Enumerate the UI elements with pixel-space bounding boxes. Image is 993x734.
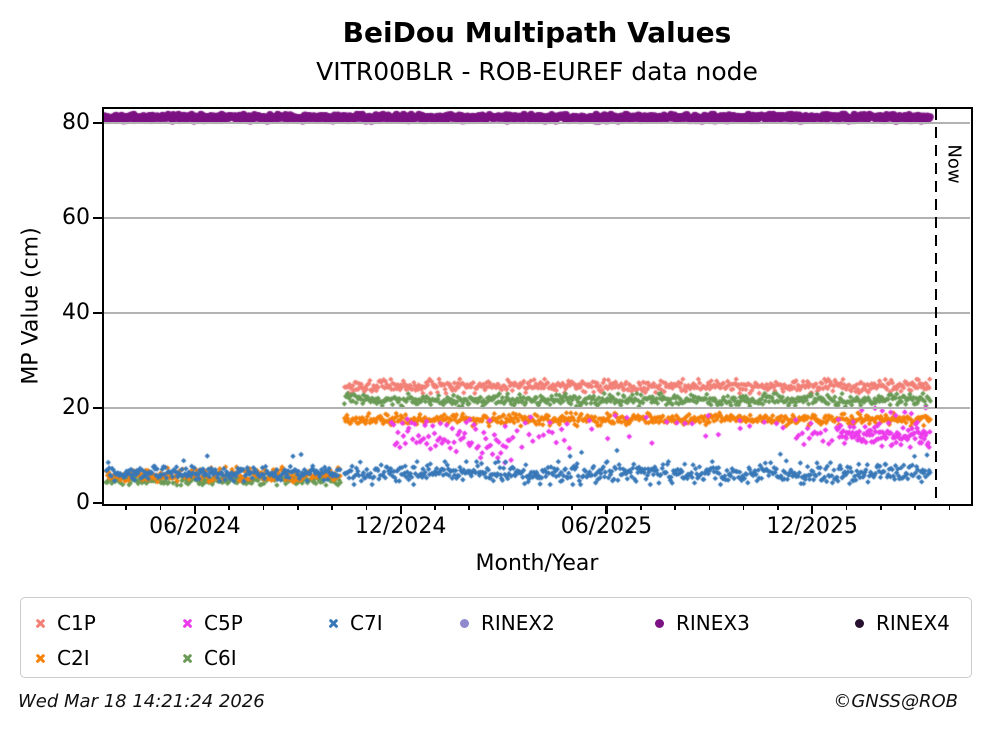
y-tick-label-60: 60 [62, 205, 90, 231]
legend-item-c5p: C5P [181, 609, 327, 637]
rinex4-dot-marker-icon [853, 617, 866, 630]
legend-item-rinex3: RINEX3 [653, 609, 853, 637]
legend-item-c7i: C7I [327, 609, 458, 637]
c6i-x-marker-icon [181, 652, 194, 665]
footer-timestamp: Wed Mar 18 14:21:24 2026 [18, 691, 265, 712]
gridline-y-20 [104, 407, 970, 410]
x-tick-label-12/2025: 12/2025 [766, 514, 858, 539]
legend-item-label: C5P [204, 611, 243, 635]
c1p-x-marker-icon [34, 617, 47, 630]
legend-item-label: RINEX4 [876, 611, 950, 635]
legend-item-rinex4: RINEX4 [853, 609, 971, 637]
gridline-y-60 [104, 217, 970, 220]
y-tick-label-0: 0 [76, 490, 90, 515]
x-minor-tick [434, 505, 436, 510]
x-minor-tick [948, 505, 951, 510]
x-minor-tick [331, 505, 333, 510]
x-minor-tick [777, 505, 779, 510]
legend-item-label: RINEX3 [676, 611, 750, 635]
x-tick-label-12/2024: 12/2024 [354, 514, 447, 539]
legend-item-label: C7I [350, 611, 383, 635]
y-tick-80 [92, 122, 102, 125]
x-tick-label-06/2025: 06/2025 [560, 514, 653, 539]
x-major-tick-12/2025 [811, 505, 814, 514]
legend-item-label: C2I [57, 646, 90, 670]
y-tick-label-80: 80 [62, 110, 90, 136]
legend-item-c1p: C1P [34, 609, 181, 637]
x-minor-tick [880, 505, 882, 510]
legend-item-label: RINEX2 [481, 611, 555, 635]
x-minor-tick [125, 505, 128, 510]
x-minor-tick [571, 505, 573, 510]
legend-item-rinex2: RINEX2 [458, 609, 653, 637]
legend-item-label: C6I [204, 646, 237, 670]
rinex2-dot-marker-icon [458, 617, 471, 630]
c5p-x-marker-icon [181, 617, 194, 630]
x-minor-tick [742, 505, 745, 510]
y-tick-label-40: 40 [62, 300, 90, 326]
x-major-tick-06/2025 [605, 505, 608, 514]
page-title: BeiDou Multipath Values [342, 16, 732, 49]
scatter-points-canvas [104, 109, 970, 503]
gridline-y-40 [104, 312, 970, 315]
x-minor-tick [639, 505, 642, 510]
x-minor-tick [228, 505, 230, 510]
y-tick-40 [92, 312, 102, 315]
x-minor-tick [708, 505, 711, 510]
x-minor-tick [296, 505, 299, 510]
now-label: Now [943, 144, 965, 184]
x-minor-tick [502, 505, 505, 510]
y-tick-20 [92, 406, 102, 410]
x-major-tick-06/2024 [193, 505, 196, 514]
page-subtitle: VITR00BLR - ROB-EUREF data node [316, 57, 758, 86]
x-minor-tick [262, 505, 265, 510]
legend-item-label: C1P [57, 611, 96, 635]
x-axis-label: Month/Year [475, 551, 599, 576]
x-minor-tick [674, 505, 676, 510]
legend: C1P C5P C7I RINEX2 RINEX3 RINEX4 C2I C6I [20, 597, 972, 678]
y-tick-0 [92, 501, 102, 505]
legend-item-c6i: C6I [181, 644, 327, 672]
x-minor-tick [845, 505, 848, 510]
x-major-tick-12/2024 [399, 505, 402, 514]
x-minor-tick [159, 505, 162, 510]
gridline-y-80 [104, 122, 970, 125]
y-tick-label-20: 20 [62, 395, 90, 421]
rinex3-dot-marker-icon [653, 617, 666, 630]
now-line [934, 109, 937, 503]
x-minor-tick [365, 505, 368, 510]
x-minor-tick [468, 505, 471, 510]
c7i-x-marker-icon [327, 617, 340, 630]
legend-item-c2i: C2I [34, 644, 181, 672]
x-minor-tick [537, 505, 539, 510]
footer-credit: ©GNSS@ROB [833, 691, 958, 712]
x-minor-tick [914, 505, 916, 510]
x-tick-label-06/2024: 06/2024 [149, 514, 241, 539]
y-tick-60 [92, 217, 102, 220]
c2i-x-marker-icon [34, 652, 47, 665]
